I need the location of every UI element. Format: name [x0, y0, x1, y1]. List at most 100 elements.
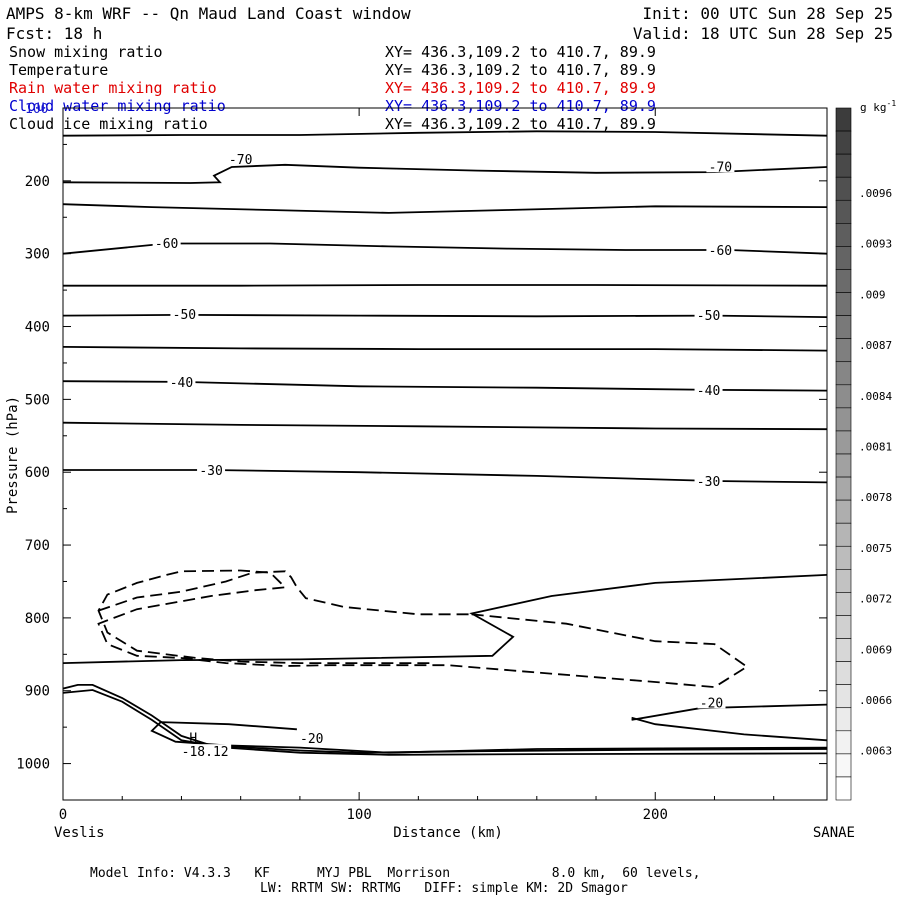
y-tick-label: 900	[25, 684, 50, 700]
plot-frame	[62, 107, 828, 801]
field-xy-range: XY= 436.3,109.2 to 410.7, 89.9	[385, 97, 656, 115]
colorbar-label: .0066	[859, 694, 892, 707]
colorbar-swatch	[835, 130, 852, 155]
figure-title: AMPS 8-km WRF -- Qn Maud Land Coast wind…	[6, 4, 411, 23]
colorbar-swatch	[835, 569, 852, 593]
contour-group: -70 -70 -60 -60 -50 -50 -40 -40 -30 -30 -20 -20 -18.…	[63, 130, 827, 760]
contour-label: -50	[697, 309, 720, 324]
colorbar-swatch	[835, 199, 852, 224]
contour-iso_-55	[63, 284, 827, 287]
field-xy-range: XY= 436.3,109.2 to 410.7, 89.9	[385, 43, 656, 61]
contour-label: -30	[697, 475, 720, 490]
contour-label: -18.12	[182, 745, 229, 760]
contour-iso_-25	[63, 574, 827, 664]
contour-label-bg	[694, 307, 723, 321]
contour-iso_-35	[63, 421, 827, 431]
contour-label-bg	[706, 159, 735, 173]
contour-iso_-50	[63, 313, 827, 318]
colorbar-swatch	[835, 315, 852, 339]
colorbar-swatch	[835, 361, 852, 386]
y-tick-label: 700	[25, 538, 50, 554]
field-name: Rain water mixing ratio	[9, 79, 217, 97]
valid-time: Valid: 18 UTC Sun 28 Sep 25	[633, 24, 893, 43]
colorbar: .0096 .0093 .009 .0087 .0084 .0081 .0078 .0075.…	[835, 107, 892, 801]
contour-label-bg	[694, 382, 723, 396]
y-tick-label: 200	[25, 174, 50, 190]
colorbar-swatch	[835, 753, 852, 778]
colorbar-swatch	[835, 776, 852, 801]
contour-label-bg	[706, 243, 735, 257]
contour-iso_top	[63, 130, 827, 137]
y-axis-label: Pressure (hPa)	[5, 396, 21, 514]
field-xy-range: XY= 436.3,109.2 to 410.7, 89.9	[385, 61, 656, 79]
contour-label-bg	[167, 374, 196, 388]
colorbar-label: .0069	[859, 643, 892, 656]
contour-label-bg	[297, 731, 326, 745]
colorbar-swatch	[835, 638, 852, 662]
model-info-line1: Model Info: V4.3.3 KF MYJ PBL Morrison 8…	[90, 866, 700, 881]
init-time: Init: 00 UTC Sun 28 Sep 25	[643, 4, 893, 23]
field-name: Snow mixing ratio	[9, 43, 163, 61]
colorbar-swatch	[835, 246, 852, 270]
contour-label: -70	[709, 160, 732, 175]
colorbar-swatch	[835, 176, 852, 201]
colorbar-swatch	[835, 522, 852, 547]
contour-label-bg	[179, 744, 232, 758]
high-pressure-marker: H	[189, 731, 197, 746]
contour-label: -20	[700, 696, 723, 711]
colorbar-label: .0063	[859, 745, 892, 758]
y-tick-label: 800	[25, 611, 50, 627]
y-tick-label: 500	[25, 392, 50, 408]
colorbar-swatch	[835, 684, 852, 709]
y-tick-label: 1000	[16, 757, 50, 773]
colorbar-swatch	[835, 730, 852, 755]
contour-label: -70	[229, 153, 252, 168]
colorbar-label: .0096	[859, 187, 892, 200]
contour-iso_-70	[63, 163, 827, 184]
x-tick-label: 200	[643, 807, 668, 823]
contour-label-bg	[197, 463, 226, 477]
colorbar-swatch	[835, 223, 852, 247]
right-endpoint-label: SANAE	[813, 825, 855, 841]
contour-label: -20	[300, 732, 323, 747]
colorbar-unit-exponent: -1	[887, 99, 897, 108]
contour-label: -30	[199, 464, 222, 479]
contour-label: -50	[173, 308, 196, 323]
x-tick-label: 100	[346, 807, 371, 823]
contour-iso_-20d	[150, 721, 827, 754]
contour-label: -40	[170, 376, 193, 391]
contour-label-bg	[694, 473, 723, 487]
contour-iso_sfc2	[63, 689, 827, 756]
colorbar-label: .0078	[859, 491, 892, 504]
colorbar-swatch	[835, 661, 852, 685]
colorbar-label: .009	[859, 288, 886, 301]
x-tick-label: 0	[59, 807, 67, 823]
colorbar-swatch	[835, 338, 852, 363]
colorbar-label: .0075	[859, 542, 892, 555]
contour-iso_-20c	[160, 721, 297, 731]
forecast-hour: Fcst: 18 h	[6, 24, 102, 43]
colorbar-unit-base: g kg	[860, 101, 887, 114]
contour-iso_-20b	[631, 716, 827, 742]
contour-label: -60	[709, 244, 732, 259]
colorbar-swatch	[835, 615, 852, 639]
y-top-label: 100	[25, 102, 48, 117]
colorbar-swatch	[835, 707, 852, 732]
colorbar-swatch	[835, 592, 852, 616]
colorbar-swatch	[835, 476, 852, 501]
colorbar-label: .0093	[859, 238, 892, 251]
colorbar-label: .0084	[859, 390, 892, 403]
contour-label-bg	[152, 235, 181, 249]
left-endpoint-label: Veslis	[54, 825, 105, 841]
contour-label-bg	[226, 151, 255, 165]
contour-cloud_ice_contour	[97, 569, 749, 689]
colorbar-swatch	[835, 292, 852, 316]
colorbar-label: .0072	[859, 593, 892, 606]
y-tick-label: 400	[25, 320, 50, 336]
colorbar-swatch	[835, 499, 852, 524]
colorbar-swatch	[835, 153, 852, 178]
colorbar-swatch	[835, 384, 852, 409]
contour-iso_-20	[631, 703, 827, 721]
